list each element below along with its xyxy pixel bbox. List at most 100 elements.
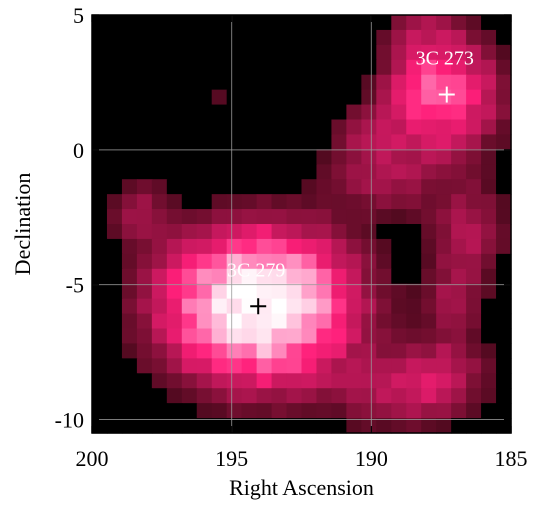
heatmap-pixel [286,343,303,359]
heatmap-pixel [136,388,153,404]
heatmap-pixel [391,149,407,165]
heatmap-pixel [166,298,183,315]
heatmap-pixel [496,298,512,315]
heatmap-pixel [286,119,303,136]
heatmap-pixel [211,224,228,240]
heatmap-pixel [121,44,138,61]
heatmap-pixel [421,104,437,121]
heatmap-pixel [92,15,108,31]
heatmap-pixel [391,268,407,285]
heatmap-pixel [421,343,437,359]
heatmap-pixel [151,134,168,150]
heatmap-pixel [166,403,183,419]
heatmap-pixel [271,15,288,31]
heatmap-pixel [406,313,422,330]
heatmap-pixel [451,104,467,121]
heatmap-pixel [121,134,138,150]
heatmap-pixel [196,74,213,91]
heatmap-pixel [301,268,318,285]
heatmap-pixel [346,15,362,31]
heatmap-pixel [406,15,422,31]
heatmap-pixel [331,74,347,91]
heatmap-pixel [136,29,153,46]
heatmap-pixel [316,313,333,330]
y-axis-label: Declination [10,173,35,276]
heatmap-pixel [92,89,108,106]
heatmap-pixel [151,15,168,31]
heatmap-pixel [241,358,258,374]
heatmap-pixel [301,388,318,404]
heatmap-pixel [271,194,288,210]
heatmap-pixel [106,238,123,255]
heatmap-pixel [376,89,392,106]
heatmap-pixel [136,119,153,136]
heatmap-pixel [436,343,452,359]
heatmap-pixel [121,403,138,419]
heatmap-pixel [226,403,243,419]
heatmap-pixel [421,238,437,255]
heatmap-pixel [406,268,422,285]
heatmap-pixel [106,104,123,121]
heatmap-pixel [316,403,333,419]
heatmap-pixel [451,44,467,61]
heatmap-pixel [421,298,437,315]
heatmap-pixel [136,194,153,210]
heatmap-pixel [271,283,288,300]
heatmap-pixel [376,104,392,121]
heatmap-pixel [331,343,347,359]
heatmap-pixel [346,89,362,106]
heatmap-pixel [466,74,482,91]
heatmap-pixel [301,164,318,180]
heatmap-pixel [436,358,452,374]
heatmap-pixel [436,418,452,434]
heatmap-pixel [496,149,512,165]
heatmap-pixel [106,418,123,434]
heatmap-pixel [346,119,362,136]
heatmap-pixel [136,149,153,165]
heatmap-pixel [301,328,318,345]
heatmap-pixel [286,134,303,150]
heatmap-pixel [271,74,288,91]
heatmap-pixel [331,298,347,315]
heatmap-pixel [496,134,512,150]
heatmap-pixel [271,209,288,225]
heatmap-pixel [436,179,452,195]
heatmap-pixel [121,119,138,136]
heatmap-pixel [92,149,108,165]
heatmap-pixel [406,298,422,315]
heatmap-pixel [166,313,183,330]
heatmap-pixel [496,164,512,180]
heatmap-pixel [226,194,243,210]
heatmap-pixel [181,104,198,121]
heatmap-pixel [406,224,422,240]
heatmap-pixel [256,373,273,389]
heatmap-pixel [421,268,437,285]
heatmap-pixel [331,328,347,345]
heatmap-pixel [466,373,482,389]
heatmap-pixel [361,313,377,330]
heatmap-pixel [196,283,213,300]
heatmap-pixel [271,268,288,285]
heatmap-pixel [331,224,347,240]
heatmap-pixel [331,29,347,46]
heatmap-pixel [196,179,213,195]
heatmap-pixel [211,74,228,91]
heatmap-pixel [256,44,273,61]
heatmap-pixel [361,15,377,31]
heatmap-pixel [241,253,258,270]
heatmap-pixel [286,253,303,270]
heatmap-pixel [211,134,228,150]
heatmap-pixel [271,328,288,345]
heatmap-pixel [151,253,168,270]
heatmap-pixel [481,104,497,121]
heatmap-pixel [406,179,422,195]
heatmap-pixel [361,194,377,210]
heatmap-pixel [166,119,183,136]
heatmap-pixel [406,373,422,389]
heatmap-pixel [316,238,333,255]
heatmap-pixel [421,358,437,374]
heatmap-pixel [92,104,108,121]
heatmap-pixel [181,194,198,210]
heatmap-pixel [151,343,168,359]
heatmap-pixel [391,343,407,359]
